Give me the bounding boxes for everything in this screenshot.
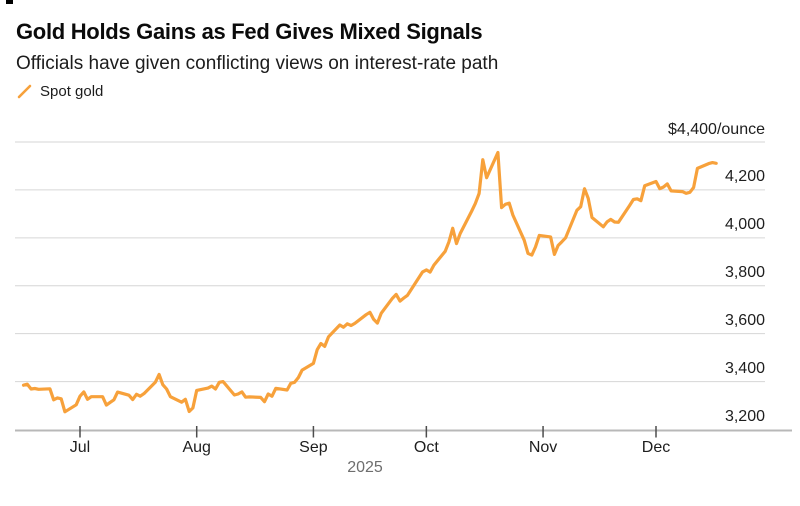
crop-mark — [6, 0, 13, 4]
legend-label: Spot gold — [40, 83, 104, 100]
y-axis-label-3200: 3,200 — [724, 408, 765, 425]
y-axis-label-4000: 4,000 — [724, 216, 765, 234]
legend-line-swatch-icon — [17, 84, 32, 99]
x-axis-label-dec: Dec — [641, 439, 671, 456]
x-axis-label-aug: Aug — [182, 439, 211, 456]
legend: Spot gold — [17, 83, 103, 100]
x-axis-label-sep: Sep — [299, 439, 328, 456]
chart-subtitle: Officials have given conflicting views o… — [16, 53, 499, 74]
y-axis-label-4200: 4,200 — [724, 168, 765, 186]
y-axis-label-3800: 3,800 — [724, 264, 765, 282]
x-axis-label-oct: Oct — [413, 439, 439, 456]
chart-title: Gold Holds Gains as Fed Gives Mixed Sign… — [16, 19, 483, 44]
y-axis-unit-label: $4,400/ounce — [668, 120, 765, 138]
x-axis-label-jul: Jul — [69, 439, 91, 456]
x-axis-label-nov: Nov — [528, 439, 558, 456]
x-axis-year-label: 2025 — [347, 459, 383, 476]
spot-gold-price-line — [21, 150, 718, 414]
y-axis-label-3400: 3,400 — [724, 360, 765, 378]
y-axis-label-3600: 3,600 — [724, 312, 765, 330]
